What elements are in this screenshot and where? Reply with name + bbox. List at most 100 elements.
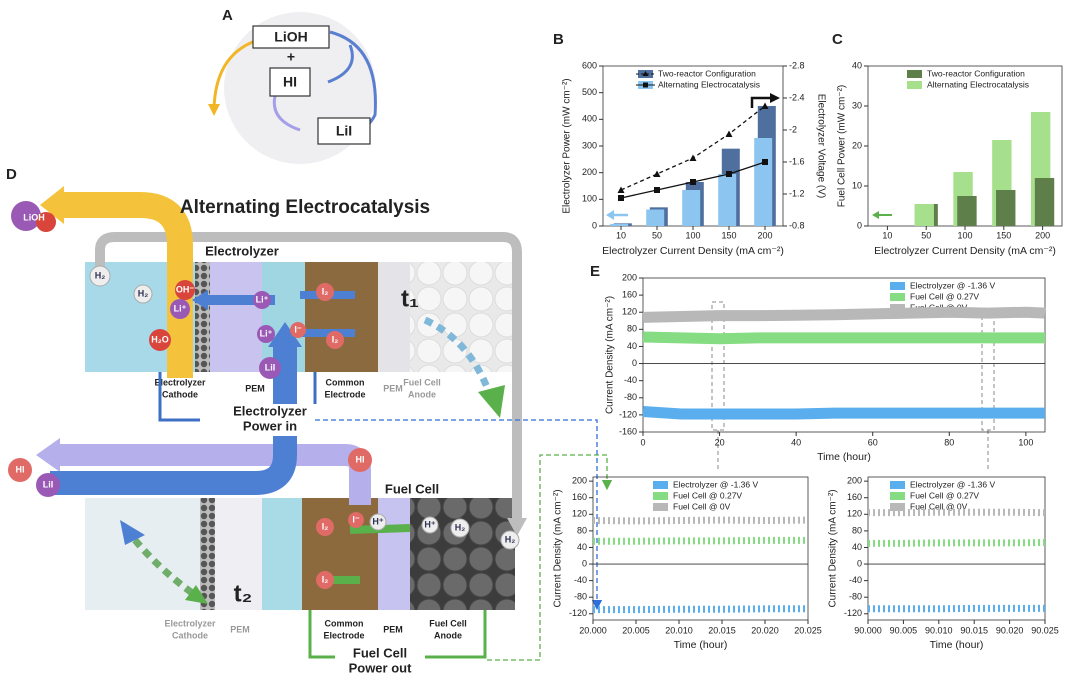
bar xyxy=(646,209,665,226)
marker xyxy=(690,179,696,185)
layer-label: Anode xyxy=(434,630,462,640)
y-axis-title: Current Density (mA cm⁻²) xyxy=(553,489,564,607)
x-tick-label: 20.005 xyxy=(622,625,650,635)
species: I₂ xyxy=(332,334,339,344)
y-tick-label: 160 xyxy=(572,492,587,502)
series-band xyxy=(593,536,808,545)
marker xyxy=(726,171,732,177)
flow-arrow xyxy=(62,192,193,378)
flow-arrow xyxy=(192,290,208,310)
y-tick-label: 0 xyxy=(857,220,862,230)
y-tick-label: 80 xyxy=(627,324,637,334)
x-tick-label: 90.020 xyxy=(996,625,1024,635)
marker xyxy=(617,186,625,193)
series-band xyxy=(868,538,1046,547)
species: I₂ xyxy=(322,574,329,584)
layer-label: PEM xyxy=(230,624,250,634)
y-tick-label: 40 xyxy=(852,60,862,70)
layer-label: PEM xyxy=(245,383,265,393)
y-tick-label: 0 xyxy=(857,558,862,568)
plot-frame xyxy=(642,277,1046,433)
panel-label: E xyxy=(590,263,600,280)
y-tick-label: -40 xyxy=(574,575,587,585)
species-box xyxy=(252,25,330,49)
x-tick-label: 0 xyxy=(640,437,645,447)
bar xyxy=(718,174,737,226)
y2-tick-label: -2.8 xyxy=(789,60,805,70)
y2-tick-label: -2.4 xyxy=(789,92,805,102)
x-tick-label: 20.025 xyxy=(794,625,822,635)
y-tick-label: -40 xyxy=(849,575,862,585)
series-band xyxy=(593,605,808,614)
x-tick-label: 200 xyxy=(1035,230,1050,240)
y-tick-label: 500 xyxy=(582,87,597,97)
species: H₂ xyxy=(138,288,149,298)
diagram-title: Alternating Electrocatalysis xyxy=(180,197,430,218)
bar xyxy=(610,223,629,226)
y2-axis-title: Electrolyzer Voltage (V) xyxy=(815,94,826,199)
x-axis-title: Electrolyzer Current Density (mA cm⁻²) xyxy=(874,245,1056,257)
species: I⁻ xyxy=(352,514,360,524)
series-band xyxy=(592,516,809,525)
y-tick-label: 160 xyxy=(622,289,637,299)
species: Li⁺ xyxy=(174,303,187,313)
axis-arrow xyxy=(872,211,879,219)
y-tick-label: 40 xyxy=(852,542,862,552)
y-tick-label: -160 xyxy=(619,426,637,436)
layer-label: Electrode xyxy=(324,389,365,399)
label-background xyxy=(335,646,425,678)
x-tick-label: 20.020 xyxy=(751,625,779,635)
series-band xyxy=(642,331,1045,345)
connector xyxy=(487,454,613,661)
marker xyxy=(725,130,733,137)
y-tick-label: -80 xyxy=(574,592,587,602)
series-band xyxy=(642,405,1045,420)
layer-label: Electrolyzer xyxy=(154,377,206,387)
marker xyxy=(654,187,660,193)
layer-label: Fuel Cell xyxy=(429,618,467,628)
marker xyxy=(761,102,769,109)
x-tick-label: 60 xyxy=(868,437,878,447)
y2-tick-label: -2 xyxy=(789,124,797,134)
connector xyxy=(315,419,603,611)
x-tick-label: 40 xyxy=(791,437,801,447)
legend-swatch xyxy=(907,81,922,89)
x-tick-label: 20.000 xyxy=(579,625,607,635)
flow-arrow xyxy=(120,520,145,545)
x-tick-label: 50 xyxy=(652,230,662,240)
species: H₂ xyxy=(455,522,466,532)
legend-label: Fuel Cell @ 0.27V xyxy=(673,490,742,500)
y-tick-label: 30 xyxy=(852,100,862,110)
y2-tick-label: -1.2 xyxy=(789,188,805,198)
y-tick-label: 10 xyxy=(852,180,862,190)
x-tick-label: 10 xyxy=(882,230,892,240)
y-tick-label: 80 xyxy=(852,525,862,535)
marker xyxy=(689,154,697,161)
species: OH⁻ xyxy=(176,284,195,294)
x-tick-label: 90.015 xyxy=(960,625,988,635)
electrolyzer-stack xyxy=(85,262,515,372)
y-tick-label: 120 xyxy=(622,307,637,317)
y-tick-label: 20 xyxy=(852,140,862,150)
arrow xyxy=(208,104,220,116)
flow-arrow xyxy=(478,385,505,418)
y-tick-label: -120 xyxy=(569,608,587,618)
species: HI xyxy=(16,464,25,474)
y-tick-label: 40 xyxy=(627,341,637,351)
species: LiOH xyxy=(274,29,307,45)
x-axis-title: Time (hour) xyxy=(817,451,871,463)
bar xyxy=(754,138,773,226)
y-tick-label: 0 xyxy=(582,558,587,568)
y-tick-label: 200 xyxy=(572,476,587,486)
x-tick-label: 150 xyxy=(996,230,1011,240)
species: H⁺ xyxy=(372,516,383,526)
axis-arrow xyxy=(750,96,772,108)
legend-swatch xyxy=(907,70,922,78)
y-axis-title: Current Density (mA cm⁻²) xyxy=(828,489,839,607)
species: I₂ xyxy=(322,286,329,296)
y-tick-label: -40 xyxy=(624,375,637,385)
species: H⁺ xyxy=(424,519,435,529)
x-tick-label: 80 xyxy=(944,437,954,447)
flow-arrow xyxy=(268,322,302,347)
x-axis-title: Time (hour) xyxy=(930,639,984,651)
